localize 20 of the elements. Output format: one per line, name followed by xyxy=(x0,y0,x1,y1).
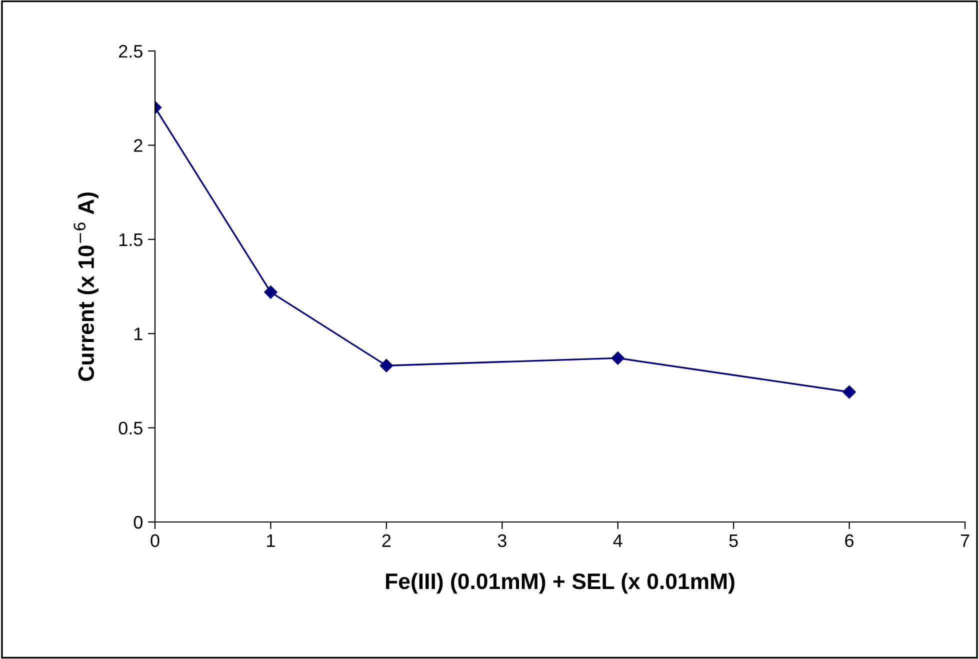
point xyxy=(611,352,624,365)
x-tick-label: 5 xyxy=(729,534,738,548)
y-tick-label: 2 xyxy=(134,139,142,152)
y-tick-label: 0 xyxy=(134,516,142,529)
x-tick-label: 0 xyxy=(150,534,160,548)
y-tick-label: 0.5 xyxy=(118,422,142,435)
y-tick-label: 2.5 xyxy=(119,44,142,58)
x-tick-label: 7 xyxy=(960,534,970,547)
point xyxy=(264,286,278,299)
x-tick-label: 3 xyxy=(498,534,506,548)
y-tick-label: 1 xyxy=(134,328,142,340)
x-tick-label: 2 xyxy=(382,534,391,547)
x-tick-label: 4 xyxy=(613,534,622,547)
x-tick-label: 1 xyxy=(267,534,275,547)
point xyxy=(380,359,394,372)
y-tick-label: 1.5 xyxy=(119,234,142,246)
x-axis-title: Fe(III) (0.01mM) + SEL (x 0.01mM) xyxy=(386,572,734,594)
y-axis-title: Current (x 10$^{−6}$ A) xyxy=(74,192,98,381)
x-tick-label: 6 xyxy=(845,534,854,548)
point xyxy=(842,385,856,399)
